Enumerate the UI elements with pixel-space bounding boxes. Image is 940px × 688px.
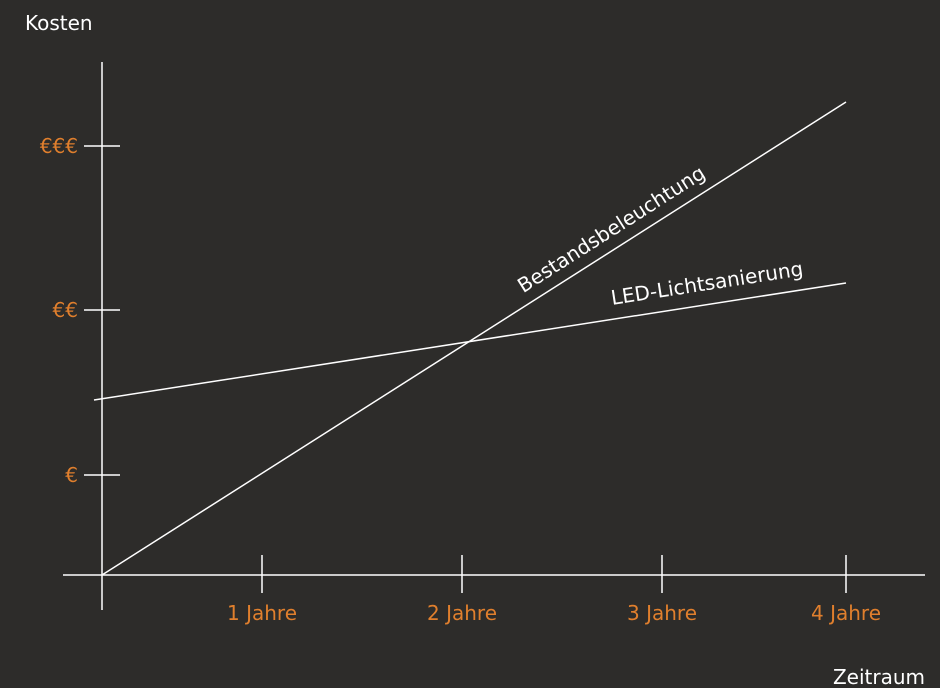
x-axis-ticks: 1 Jahre 2 Jahre 3 Jahre 4 Jahre (227, 555, 881, 625)
series-lines (93, 101, 847, 576)
x-tick-label: 2 Jahre (427, 601, 497, 625)
x-tick-label: 3 Jahre (627, 601, 697, 625)
x-tick-label: 4 Jahre (811, 601, 881, 625)
series-line (93, 282, 847, 401)
y-axis-title: Kosten (25, 11, 93, 35)
x-tick-label: 1 Jahre (227, 601, 297, 625)
y-tick-label: €€€ (40, 134, 78, 158)
series-line (101, 101, 847, 576)
y-axis-ticks: €€€€€€ (40, 134, 120, 487)
series-label: LED-Lichtsanierung (609, 256, 804, 309)
y-tick-label: € (65, 463, 78, 487)
x-axis-title: Zeitraum (833, 665, 925, 688)
y-tick-label: €€ (53, 298, 78, 322)
